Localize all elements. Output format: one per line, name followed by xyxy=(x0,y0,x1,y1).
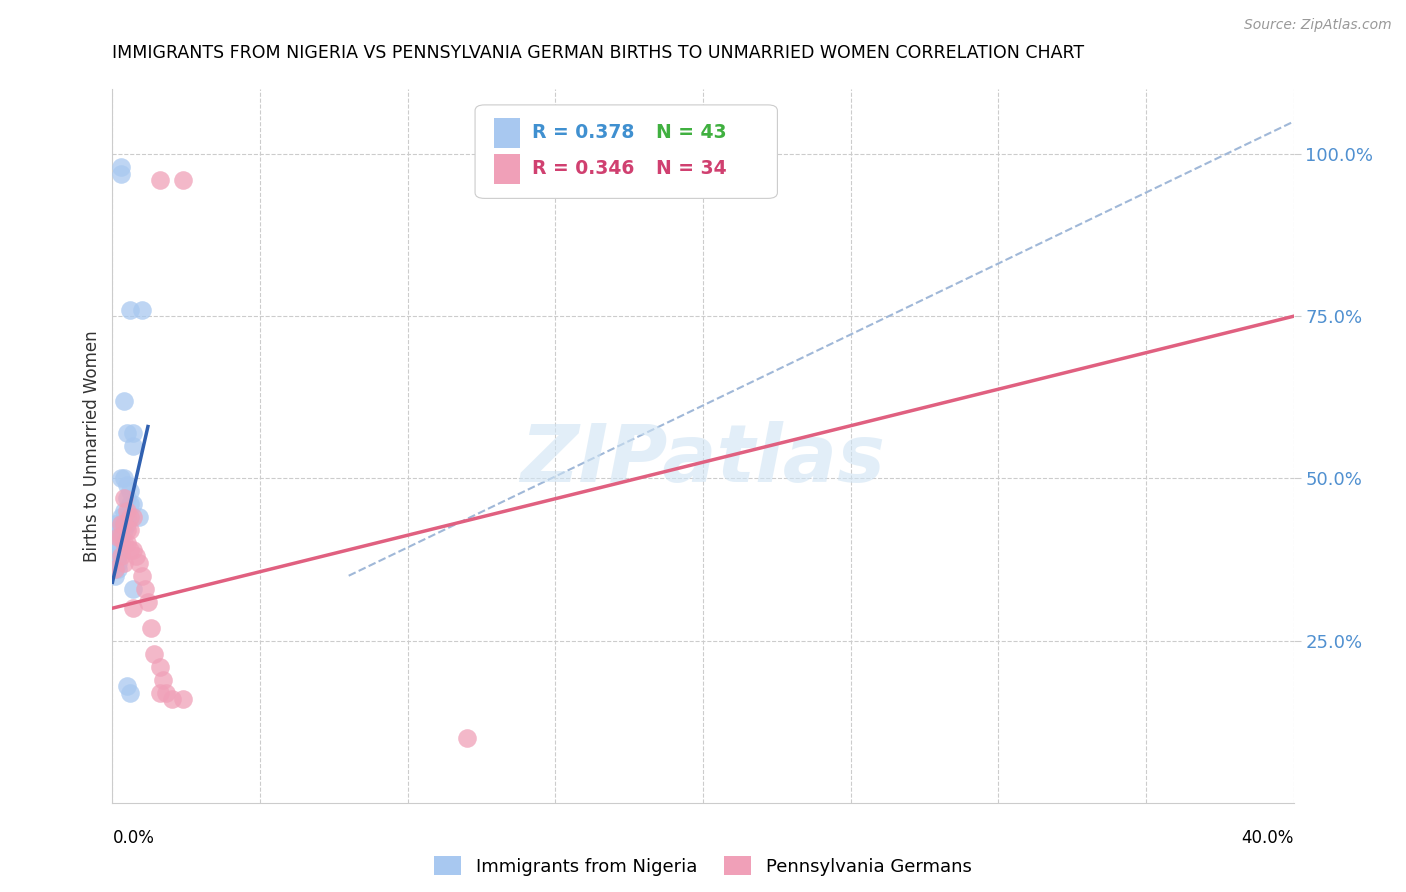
Point xyxy=(136,595,159,609)
Point xyxy=(112,556,135,570)
Point xyxy=(120,510,142,524)
Point xyxy=(122,510,145,524)
Point xyxy=(117,478,138,492)
Point xyxy=(122,439,145,453)
Point xyxy=(110,516,132,531)
Point xyxy=(112,504,135,518)
Point xyxy=(110,549,132,564)
Point xyxy=(128,556,150,570)
Point xyxy=(120,497,142,511)
FancyBboxPatch shape xyxy=(475,105,778,198)
Point xyxy=(152,673,174,687)
Point xyxy=(149,173,172,187)
Point xyxy=(128,510,150,524)
Point xyxy=(104,568,127,582)
Bar xyxy=(494,154,520,184)
Point xyxy=(120,685,142,699)
Point xyxy=(107,542,129,557)
Point xyxy=(117,536,138,550)
Point xyxy=(110,530,132,544)
Text: N = 43: N = 43 xyxy=(655,123,727,142)
Point xyxy=(110,510,132,524)
Point xyxy=(122,582,145,596)
Bar xyxy=(494,119,520,148)
Point xyxy=(110,530,132,544)
Text: R = 0.378: R = 0.378 xyxy=(531,123,634,142)
Point xyxy=(107,556,129,570)
Y-axis label: Births to Unmarried Women: Births to Unmarried Women xyxy=(83,330,101,562)
Text: Source: ZipAtlas.com: Source: ZipAtlas.com xyxy=(1244,18,1392,31)
Point xyxy=(117,524,138,538)
Point xyxy=(120,302,142,317)
Point xyxy=(117,679,138,693)
Point xyxy=(112,516,135,531)
Point xyxy=(120,542,142,557)
Point xyxy=(110,160,132,174)
Point xyxy=(125,549,148,564)
Point xyxy=(112,491,135,505)
Point xyxy=(112,393,135,408)
Text: N = 34: N = 34 xyxy=(655,159,727,178)
Point xyxy=(104,562,127,576)
Point xyxy=(104,556,127,570)
Point xyxy=(456,731,478,745)
Point xyxy=(160,692,183,706)
Point xyxy=(172,173,194,187)
Point xyxy=(117,510,138,524)
Point xyxy=(131,568,153,582)
Point xyxy=(134,582,156,596)
Point xyxy=(149,685,172,699)
Text: R = 0.346: R = 0.346 xyxy=(531,159,634,178)
Point xyxy=(112,516,135,531)
Point xyxy=(117,516,138,531)
Point xyxy=(112,536,135,550)
Point xyxy=(110,471,132,485)
Point xyxy=(104,562,127,576)
Point xyxy=(107,549,129,564)
Point xyxy=(110,516,132,531)
Point xyxy=(112,524,135,538)
Text: 40.0%: 40.0% xyxy=(1241,829,1294,847)
Point xyxy=(107,530,129,544)
Point xyxy=(117,491,138,505)
Point xyxy=(149,659,172,673)
Point xyxy=(104,536,127,550)
Point xyxy=(139,621,162,635)
Point xyxy=(122,497,145,511)
Point xyxy=(110,536,132,550)
Point xyxy=(155,685,177,699)
Point xyxy=(117,425,138,440)
Point xyxy=(107,562,129,576)
Point xyxy=(107,524,129,538)
Point xyxy=(122,601,145,615)
Point xyxy=(172,692,194,706)
Point xyxy=(104,542,127,557)
Point xyxy=(142,647,165,661)
Point xyxy=(107,530,129,544)
Point xyxy=(104,516,127,531)
Text: 0.0%: 0.0% xyxy=(112,829,155,847)
Point xyxy=(112,471,135,485)
Text: ZIPatlas: ZIPatlas xyxy=(520,421,886,500)
Point xyxy=(122,542,145,557)
Point xyxy=(120,524,142,538)
Point xyxy=(110,167,132,181)
Legend: Immigrants from Nigeria, Pennsylvania Germans: Immigrants from Nigeria, Pennsylvania Ge… xyxy=(434,856,972,876)
Point xyxy=(131,302,153,317)
Point xyxy=(122,425,145,440)
Point xyxy=(120,484,142,499)
Text: IMMIGRANTS FROM NIGERIA VS PENNSYLVANIA GERMAN BIRTHS TO UNMARRIED WOMEN CORRELA: IMMIGRANTS FROM NIGERIA VS PENNSYLVANIA … xyxy=(112,44,1084,62)
Point xyxy=(110,524,132,538)
Point xyxy=(117,504,138,518)
Point xyxy=(107,536,129,550)
Point xyxy=(104,549,127,564)
